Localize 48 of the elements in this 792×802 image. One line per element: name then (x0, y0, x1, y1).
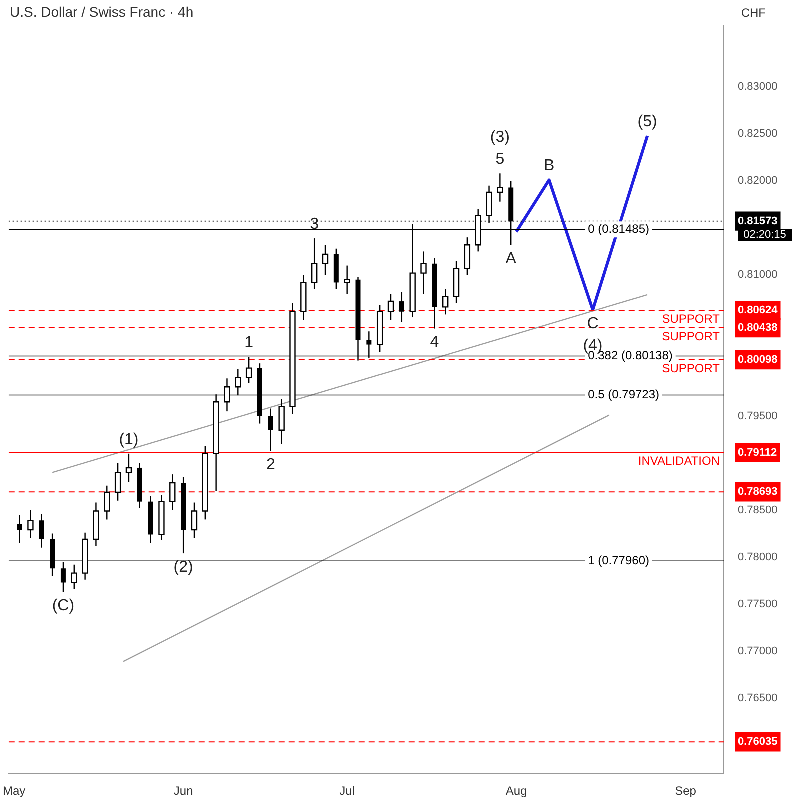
ref-line-label: SUPPORT (662, 361, 721, 376)
y-tick-label: 0.80438 (738, 322, 778, 334)
y-tick-label: 0.81000 (738, 269, 778, 282)
y-tick-label: 0.80624 (738, 304, 779, 317)
y-tick-label: 0.82000 (738, 175, 778, 188)
y-tick-label: 0.82500 (738, 128, 778, 140)
annotation: A (506, 250, 517, 268)
y-tick-label: 0.79112 (738, 446, 778, 459)
y-tick-label: 0.81573 (738, 215, 778, 228)
x-tick-label: Jul (340, 784, 356, 798)
chart-title: U.S. Dollar / Swiss Franc · 4h (10, 4, 194, 20)
candlestick (39, 513, 44, 549)
annotation: 5 (496, 151, 505, 168)
ref-line-label: 0.5 (0.79723) (588, 388, 660, 402)
ref-line-label: SUPPORT (662, 312, 721, 326)
y-tick-label: 0.78500 (738, 504, 778, 516)
annotation: (2) (174, 558, 194, 576)
y-tick-label: 0.76035 (738, 736, 778, 748)
annotation: (3) (490, 129, 510, 146)
annotation: (5) (638, 113, 658, 130)
ref-line-label: 1 (0.77960) (588, 553, 650, 568)
y-tick-label: 0.83000 (738, 81, 778, 94)
x-tick-label: Jun (174, 784, 194, 798)
annotation: 3 (310, 216, 320, 233)
y-tick-label: 0.78000 (738, 551, 778, 564)
ref-line-label: 0 (0.81485) (588, 222, 650, 236)
annotation: B (544, 158, 555, 175)
y-tick-label: 0.78693 (738, 486, 778, 498)
text: 02:20:15 (738, 229, 792, 241)
ref-line-label: SUPPORT (662, 329, 721, 344)
annotation: 1 (244, 334, 254, 352)
candlestick (399, 292, 404, 323)
x-tick-label: Sep (675, 784, 697, 798)
annotation: (1) (119, 431, 139, 448)
annotation: 4 (430, 334, 440, 352)
y-tick-label: 0.76500 (738, 692, 778, 704)
y-tick-label: 0.79500 (738, 410, 778, 422)
y-tick-label: 0.77500 (738, 598, 778, 610)
ref-line-label: INVALIDATION (638, 454, 720, 468)
annotation: (C) (52, 598, 75, 615)
y-tick-label: 0.77000 (738, 645, 778, 658)
annotation: 2 (266, 456, 276, 474)
y-tick-label: 0.80098 (738, 354, 778, 366)
x-tick-label: Aug (506, 784, 528, 798)
candlestick (17, 514, 22, 544)
x-tick-label: May (3, 784, 26, 798)
y-axis-title: CHF (741, 6, 766, 20)
candlestick (268, 408, 274, 452)
